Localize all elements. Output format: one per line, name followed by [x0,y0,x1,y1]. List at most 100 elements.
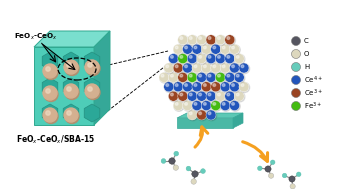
Circle shape [208,74,211,77]
Circle shape [227,74,230,77]
Circle shape [240,64,250,74]
Circle shape [226,54,235,64]
Circle shape [270,160,275,165]
Circle shape [180,37,183,40]
Circle shape [185,65,188,68]
Circle shape [197,72,207,82]
Circle shape [43,86,57,100]
Circle shape [192,101,202,111]
Circle shape [232,102,234,105]
Circle shape [201,82,211,92]
Circle shape [178,35,188,45]
Circle shape [185,46,188,49]
Circle shape [88,87,92,91]
Circle shape [291,88,301,98]
Circle shape [188,54,198,64]
Circle shape [189,93,192,96]
Circle shape [168,91,178,101]
Circle shape [88,63,92,67]
Circle shape [164,83,175,92]
Circle shape [194,102,197,105]
Circle shape [265,166,271,172]
Circle shape [221,101,231,111]
Circle shape [46,67,50,71]
Circle shape [201,44,211,54]
Circle shape [193,45,203,55]
Text: FeO$_x$-CeO$_x$/SBA-15: FeO$_x$-CeO$_x$/SBA-15 [16,133,96,146]
Circle shape [187,35,197,45]
Circle shape [232,46,234,49]
Circle shape [183,83,193,92]
Circle shape [215,54,225,64]
Circle shape [218,74,220,77]
Circle shape [213,46,216,49]
Circle shape [225,54,235,64]
Circle shape [206,91,216,101]
Circle shape [170,93,173,96]
Circle shape [188,92,198,102]
Circle shape [241,84,244,86]
Circle shape [241,65,244,68]
Circle shape [175,65,178,68]
Circle shape [164,64,175,74]
Circle shape [183,82,193,92]
Circle shape [230,101,240,111]
Text: O: O [304,51,309,57]
Circle shape [43,64,57,78]
Circle shape [220,63,230,73]
Polygon shape [177,118,233,128]
Circle shape [202,101,212,111]
Text: H: H [304,64,309,70]
Circle shape [199,93,201,96]
Circle shape [183,44,193,54]
Circle shape [44,88,58,101]
Circle shape [291,50,301,59]
Polygon shape [42,52,58,70]
Circle shape [211,44,221,54]
Circle shape [234,72,244,82]
Circle shape [188,36,198,46]
Circle shape [227,93,230,96]
Circle shape [227,37,230,40]
Circle shape [174,64,184,74]
Circle shape [221,45,231,55]
Circle shape [222,46,225,49]
Circle shape [185,102,188,105]
Circle shape [207,73,217,83]
Circle shape [206,54,216,64]
Circle shape [197,111,207,121]
Circle shape [189,37,192,40]
Circle shape [208,112,211,115]
Circle shape [215,35,225,45]
Circle shape [226,92,235,102]
Circle shape [236,55,239,58]
Circle shape [234,91,244,101]
Circle shape [230,82,240,92]
Circle shape [226,73,235,83]
Circle shape [169,54,179,64]
Circle shape [239,82,249,92]
Circle shape [187,110,197,120]
Circle shape [193,83,203,92]
Circle shape [65,61,79,75]
Circle shape [221,83,231,92]
Circle shape [211,82,221,92]
Circle shape [183,45,193,55]
Text: Fe$^{3+}$: Fe$^{3+}$ [304,100,322,112]
Circle shape [203,84,206,86]
Circle shape [67,87,71,91]
Circle shape [192,171,198,177]
Circle shape [168,72,178,82]
Circle shape [178,54,188,64]
Circle shape [199,55,201,58]
Circle shape [197,73,207,83]
Circle shape [222,102,225,105]
Circle shape [192,82,202,92]
Circle shape [220,101,230,111]
Circle shape [258,166,262,171]
Circle shape [164,82,174,92]
Circle shape [207,36,217,46]
Circle shape [220,82,230,92]
Circle shape [207,54,217,64]
Circle shape [183,63,193,73]
